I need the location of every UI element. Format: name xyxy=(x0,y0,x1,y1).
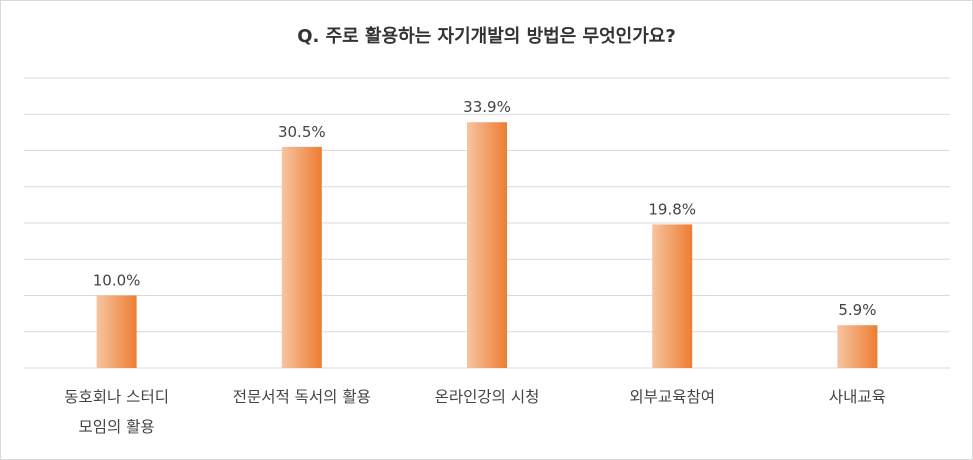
bar xyxy=(837,325,878,368)
category-label: 외부교육참여 xyxy=(629,388,715,406)
data-label: 10.0% xyxy=(93,272,141,290)
bar xyxy=(652,224,693,368)
category-label: 온라인강의 시청 xyxy=(435,388,540,406)
bars xyxy=(96,122,878,368)
data-labels: 10.0% 30.5% 33.9% 19.8% 5.9% xyxy=(93,98,877,319)
bar xyxy=(467,122,507,368)
data-label: 19.8% xyxy=(648,200,696,218)
chart-title: Q. 주로 활용하는 자기개발의 방법은 무엇인가요? xyxy=(297,26,676,47)
category-label: 모임의 활용 xyxy=(78,418,154,436)
data-label: 30.5% xyxy=(278,123,326,141)
category-label: 동호회나 스터디 xyxy=(64,388,169,406)
bar xyxy=(96,295,137,368)
bar xyxy=(281,146,322,368)
category-label: 사내교육 xyxy=(829,388,886,406)
data-label: 5.9% xyxy=(838,301,876,319)
category-label: 전문서적 독서의 활용 xyxy=(233,388,371,406)
data-label: 33.9% xyxy=(463,98,511,116)
